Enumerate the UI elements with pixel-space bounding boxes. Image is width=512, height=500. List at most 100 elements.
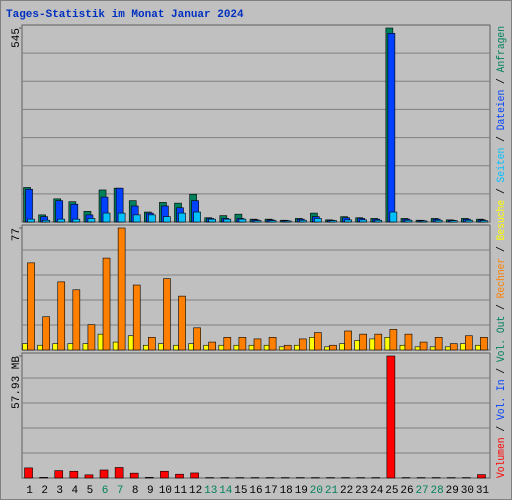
x-tick-label: 30 <box>461 485 474 497</box>
bar <box>480 220 488 223</box>
x-tick-label: 4 <box>72 485 79 497</box>
bar <box>389 211 398 223</box>
bar <box>444 346 451 351</box>
bar <box>449 343 458 351</box>
bar <box>129 472 139 479</box>
x-tick-label: 26 <box>400 485 413 497</box>
x-tick-label: 25 <box>385 485 398 497</box>
bar <box>84 474 94 479</box>
bar <box>223 337 232 351</box>
bar <box>190 472 199 479</box>
bar <box>218 344 225 351</box>
bar <box>27 262 35 351</box>
bar <box>324 346 330 351</box>
legend-separator: / <box>496 298 508 315</box>
bar <box>480 337 488 351</box>
bar <box>99 469 109 479</box>
bar <box>178 212 186 223</box>
bar <box>39 477 48 479</box>
x-tick-label: 16 <box>249 485 262 497</box>
bar <box>114 467 124 479</box>
bar <box>22 343 28 351</box>
x-tick-label: 23 <box>355 485 368 497</box>
x-tick-label: 28 <box>431 485 444 497</box>
legend-entry: Vol. Out <box>496 316 508 362</box>
bar <box>238 337 247 351</box>
legend-entry: Vol. In <box>496 379 508 420</box>
bar <box>37 344 43 351</box>
bar <box>52 343 59 351</box>
bar <box>460 343 466 351</box>
bar <box>475 344 481 351</box>
bar <box>465 335 473 351</box>
legend-separator: / <box>496 130 508 147</box>
bar <box>449 220 458 223</box>
x-tick-label: 6 <box>102 485 109 497</box>
bar <box>127 335 134 351</box>
bar <box>263 344 270 351</box>
y-tick-label: 545 <box>11 28 23 48</box>
legend-entry: Seiten <box>496 148 508 183</box>
bar <box>344 330 352 351</box>
bar <box>298 219 307 223</box>
bar <box>404 219 413 223</box>
bar <box>344 219 352 223</box>
x-tick-label: 11 <box>174 485 188 497</box>
x-tick-label: 14 <box>219 485 233 497</box>
bar <box>57 281 66 351</box>
legend-separator: / <box>496 72 508 89</box>
bar <box>399 344 406 351</box>
bar <box>42 316 50 351</box>
bar <box>314 218 322 223</box>
legend-separator: / <box>496 420 508 437</box>
bar <box>208 218 217 223</box>
bar <box>253 338 262 351</box>
bar <box>309 337 315 351</box>
legend-entry: Besuche <box>496 200 508 241</box>
x-tick-label: 8 <box>132 485 139 497</box>
bar <box>253 220 262 223</box>
legend-separator: / <box>496 182 508 199</box>
bar <box>132 214 141 223</box>
bar <box>434 219 443 223</box>
bar <box>145 477 154 479</box>
bar <box>178 295 186 351</box>
bar <box>374 333 383 351</box>
bar <box>419 341 428 351</box>
bar <box>87 324 96 351</box>
legend-entry: Volumen <box>496 437 508 478</box>
bar <box>369 338 376 351</box>
bar <box>97 333 104 351</box>
bar <box>27 218 35 223</box>
bar <box>359 219 367 223</box>
bar <box>72 218 81 223</box>
x-tick-label: 31 <box>476 485 490 497</box>
x-tick-label: 12 <box>189 485 202 497</box>
bar <box>54 470 64 479</box>
x-tick-label: 7 <box>117 485 124 497</box>
bar <box>248 344 255 351</box>
bar <box>87 218 96 223</box>
x-tick-label: 5 <box>87 485 94 497</box>
bar <box>55 200 64 223</box>
bar <box>148 214 156 223</box>
bar <box>354 340 360 351</box>
bar <box>158 343 164 351</box>
x-tick-label: 19 <box>295 485 308 497</box>
legend-separator: / <box>496 240 508 257</box>
bar <box>293 344 300 351</box>
bar <box>67 343 74 351</box>
bar <box>163 278 171 351</box>
bar <box>42 219 50 223</box>
y-tick-label: 57.93 MB <box>11 356 23 409</box>
bar <box>389 329 398 351</box>
x-tick-label: 24 <box>370 485 384 497</box>
bar <box>283 220 292 223</box>
bar <box>283 344 292 351</box>
bar <box>57 218 66 223</box>
bar <box>419 220 428 223</box>
side-legend: Volumen / Vol. In / Vol. Out / Rechner /… <box>496 26 508 478</box>
bar <box>160 470 169 479</box>
bar <box>193 327 201 351</box>
bar <box>69 470 79 479</box>
